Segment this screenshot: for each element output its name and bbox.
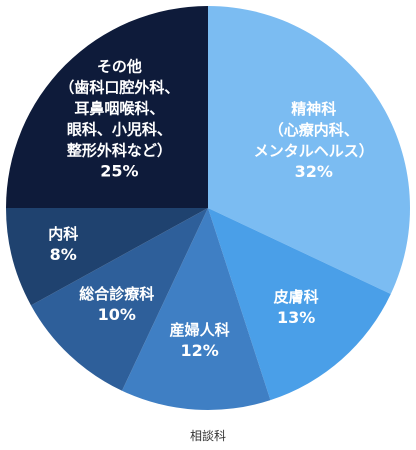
chart-caption: 相談科 bbox=[189, 429, 226, 443]
pie-chart: 精神科 （心療内科、メンタルヘルス） 32% 皮膚科 13% 産婦人科 12% 総合診療科 10… bbox=[6, 6, 410, 410]
slice-label-obgyn: 産婦人科 bbox=[170, 321, 230, 339]
slice-percent-other: 25% bbox=[100, 161, 138, 180]
slice-label-dermatology: 皮膚科 bbox=[274, 288, 319, 306]
pie-slice-other bbox=[6, 6, 208, 208]
slice-label-other: その他 bbox=[97, 57, 142, 75]
slice-label-psychiatry: 精神科 bbox=[291, 100, 336, 118]
slice-label-other: 耳鼻咽喉科、 bbox=[74, 99, 164, 117]
slice-percent-psychiatry: 32% bbox=[295, 162, 333, 181]
slice-label-other: 整形外科など） bbox=[67, 141, 172, 159]
pie-slice-dermatology bbox=[208, 208, 391, 401]
slice-label-internal-medicine: 内科 bbox=[48, 225, 78, 243]
slice-percent-obgyn: 12% bbox=[180, 341, 218, 360]
pie-slice-psychiatry bbox=[208, 6, 410, 295]
slice-percent-general-medicine: 10% bbox=[98, 305, 136, 324]
slice-percent-dermatology: 13% bbox=[277, 308, 315, 327]
pie-slice-internal-medicine bbox=[6, 208, 208, 306]
slice-label-other: （歯科口腔外科、 bbox=[59, 78, 179, 96]
slice-percent-internal-medicine: 8% bbox=[50, 245, 77, 264]
slice-label-psychiatry: メンタルヘルス） bbox=[254, 142, 374, 160]
pie-slice-obgyn bbox=[121, 208, 271, 410]
pie-slice-general-medicine bbox=[30, 208, 208, 391]
slice-label-general-medicine: 総合診療科 bbox=[79, 285, 154, 303]
slice-label-other: 眼科、小児科、 bbox=[67, 120, 172, 138]
slice-label-psychiatry: （心療内科、 bbox=[269, 121, 359, 139]
